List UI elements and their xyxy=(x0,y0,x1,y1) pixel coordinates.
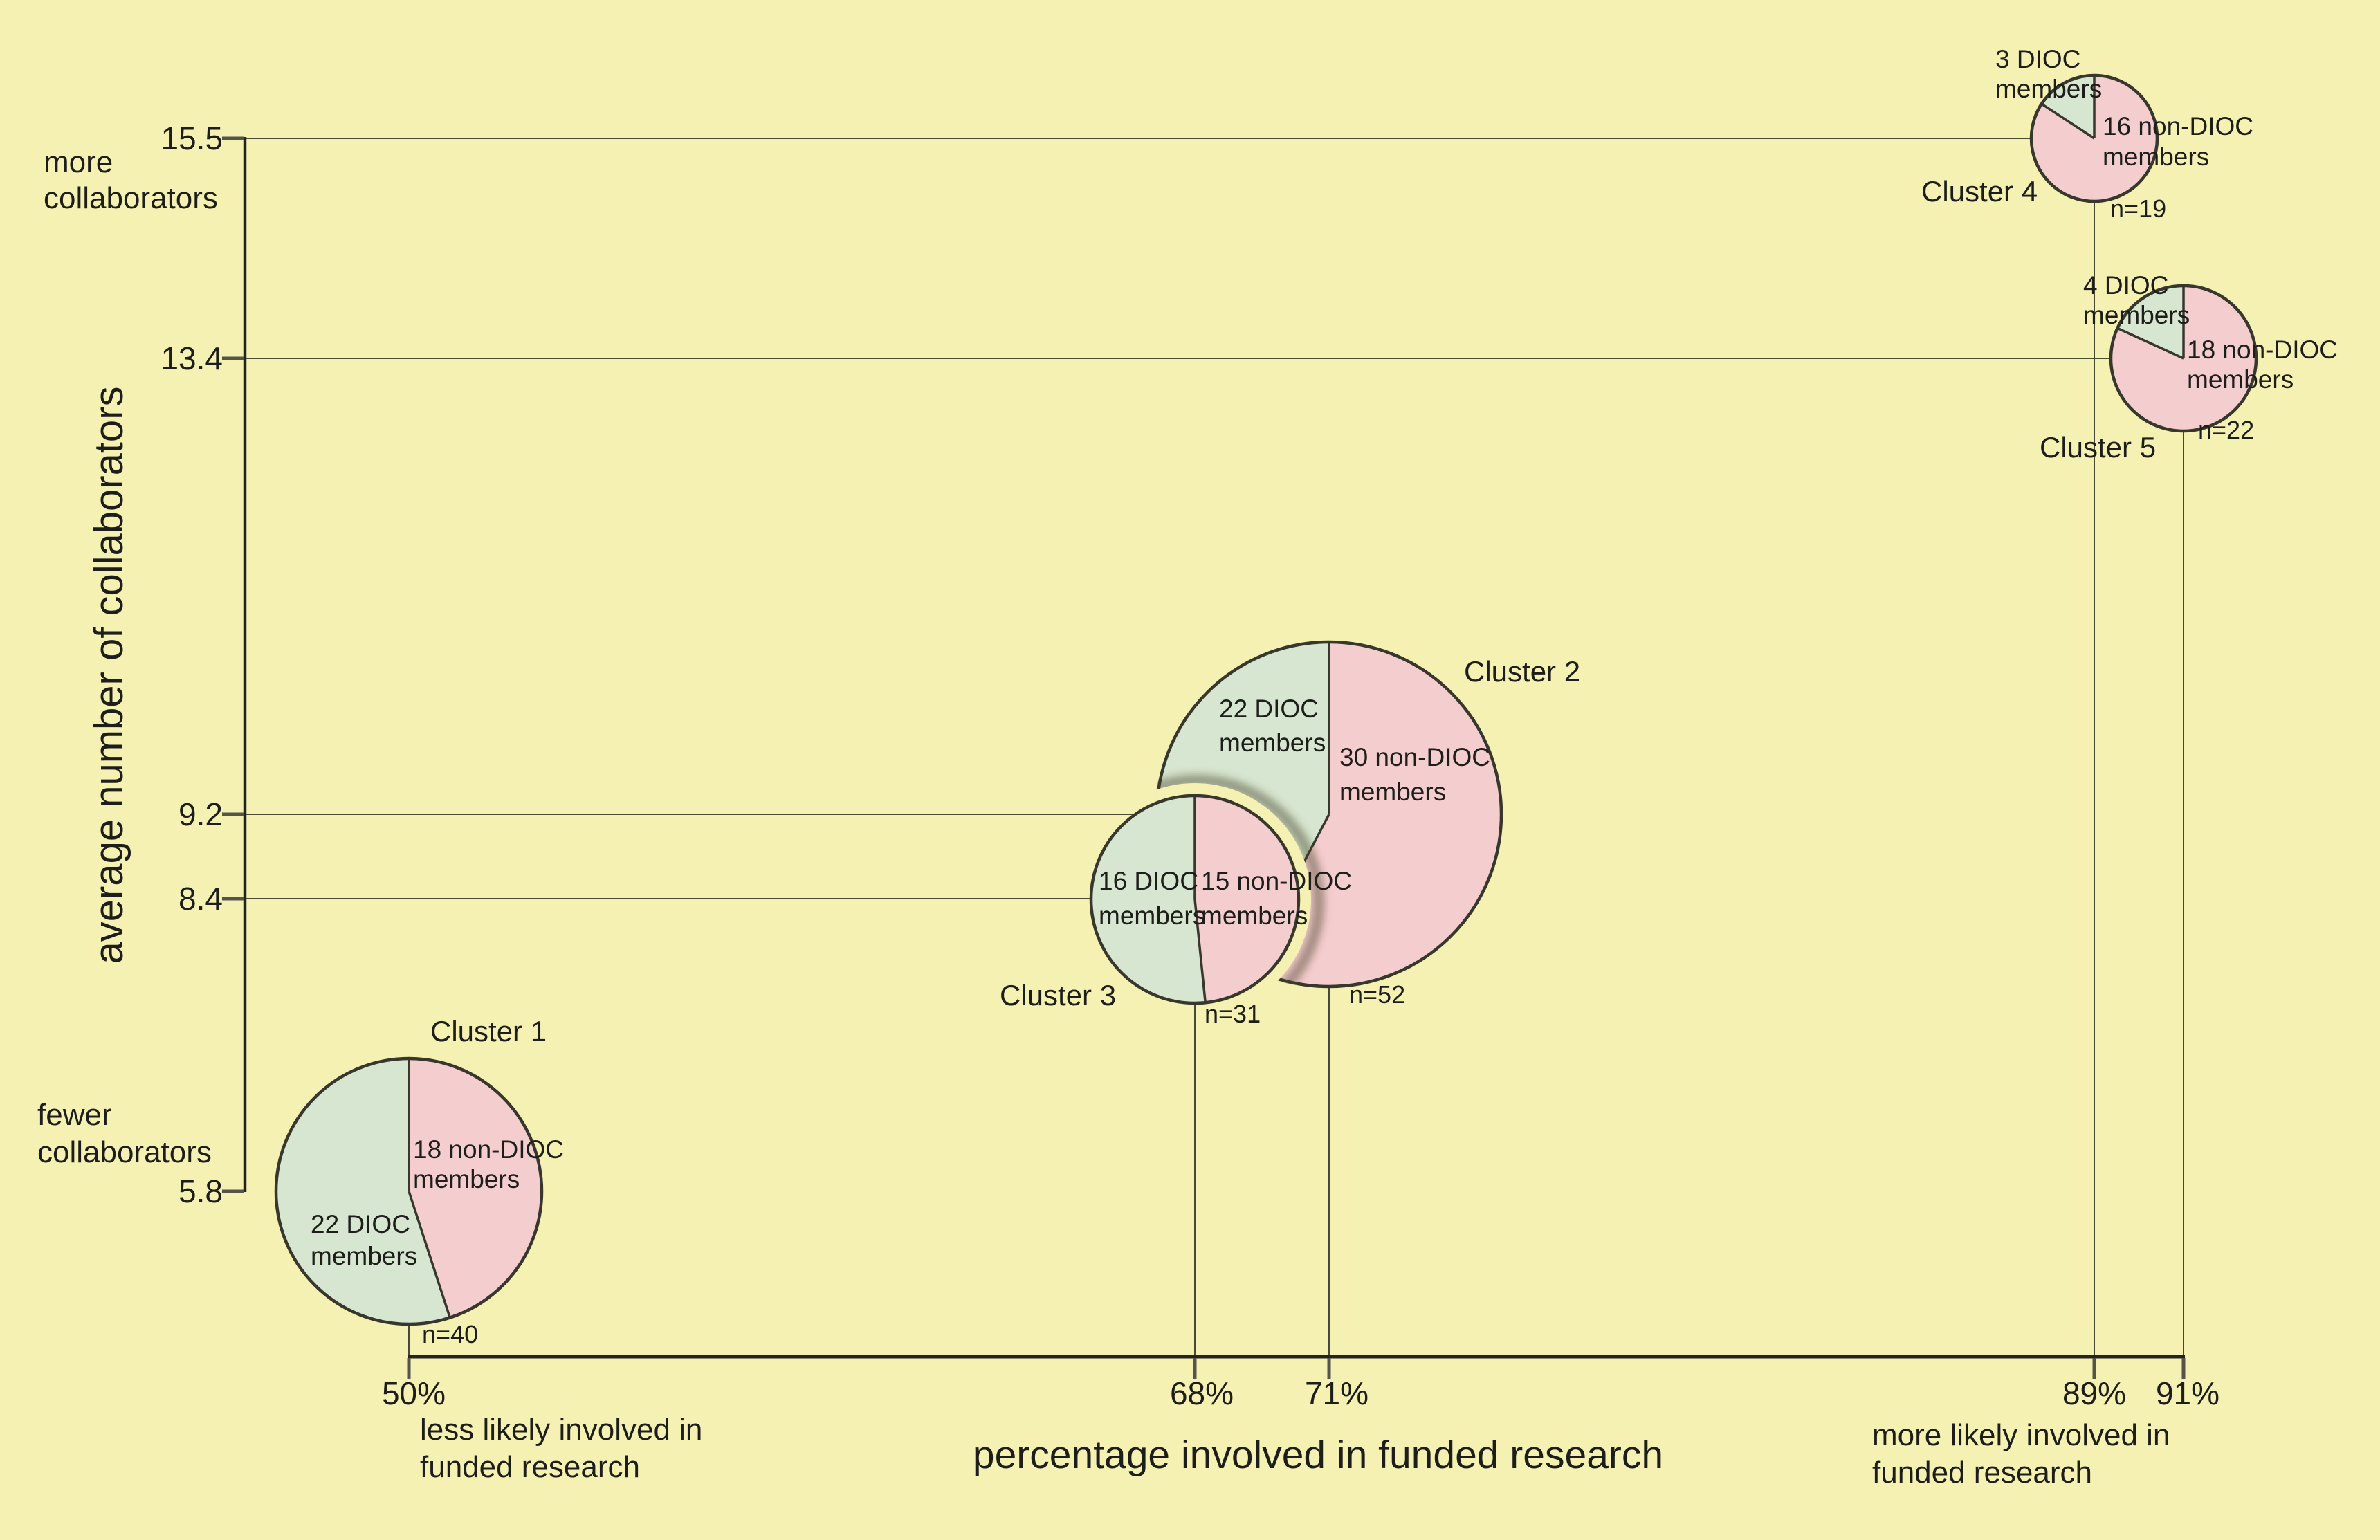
svg-text:collaborators: collaborators xyxy=(37,1135,212,1169)
svg-text:4 DIOC: 4 DIOC xyxy=(2083,271,2168,300)
svg-text:Cluster 3: Cluster 3 xyxy=(1000,979,1116,1011)
svg-text:22 DIOC: 22 DIOC xyxy=(311,1210,410,1238)
svg-text:funded research: funded research xyxy=(1872,1456,2092,1489)
svg-text:15.5: 15.5 xyxy=(161,120,223,156)
svg-text:Cluster 4: Cluster 4 xyxy=(1921,175,2038,208)
svg-text:funded research: funded research xyxy=(420,1450,640,1484)
svg-text:71%: 71% xyxy=(1305,1375,1368,1411)
svg-text:50%: 50% xyxy=(382,1375,446,1411)
svg-text:fewer: fewer xyxy=(37,1098,112,1132)
svg-text:9.2: 9.2 xyxy=(178,796,223,832)
svg-text:members: members xyxy=(1201,901,1308,930)
svg-text:members: members xyxy=(1339,778,1446,806)
svg-text:15 non-DIOC: 15 non-DIOC xyxy=(1201,867,1352,895)
svg-text:more likely involved in: more likely involved in xyxy=(1872,1418,2170,1452)
svg-text:Cluster 2: Cluster 2 xyxy=(1464,655,1580,688)
svg-text:members: members xyxy=(1219,728,1326,757)
svg-text:n=22: n=22 xyxy=(2198,416,2254,444)
svg-text:91%: 91% xyxy=(2156,1375,2219,1411)
svg-text:members: members xyxy=(1995,75,2102,103)
svg-text:18 non-DIOC: 18 non-DIOC xyxy=(413,1135,564,1164)
svg-text:16 DIOC: 16 DIOC xyxy=(1099,867,1198,895)
svg-text:members: members xyxy=(2187,365,2294,394)
svg-text:16 non-DIOC: 16 non-DIOC xyxy=(2103,112,2253,140)
svg-text:members: members xyxy=(413,1165,520,1193)
svg-text:members: members xyxy=(311,1242,417,1270)
svg-text:Cluster 1: Cluster 1 xyxy=(430,1015,547,1047)
svg-text:n=52: n=52 xyxy=(1349,980,1405,1009)
svg-text:average number of collaborator: average number of collaborators xyxy=(86,386,131,964)
svg-text:8.4: 8.4 xyxy=(178,881,223,917)
svg-text:members: members xyxy=(1099,901,1205,930)
svg-text:n=19: n=19 xyxy=(2110,194,2166,223)
svg-text:n=40: n=40 xyxy=(422,1320,478,1348)
svg-text:68%: 68% xyxy=(1170,1375,1234,1411)
svg-text:members: members xyxy=(2103,143,2209,171)
svg-text:5.8: 5.8 xyxy=(178,1173,223,1209)
svg-text:13.4: 13.4 xyxy=(161,340,223,376)
svg-text:percentage involved in funded: percentage involved in funded research xyxy=(973,1433,1663,1477)
svg-text:3 DIOC: 3 DIOC xyxy=(1995,45,2080,73)
svg-text:89%: 89% xyxy=(2062,1375,2126,1411)
svg-text:more: more xyxy=(44,145,113,179)
svg-text:22 DIOC: 22 DIOC xyxy=(1219,695,1319,723)
svg-text:less likely involved in: less likely involved in xyxy=(420,1413,702,1447)
svg-text:members: members xyxy=(2083,301,2190,329)
svg-text:collaborators: collaborators xyxy=(44,181,218,215)
svg-text:18 non-DIOC: 18 non-DIOC xyxy=(2187,336,2338,364)
svg-text:Cluster 5: Cluster 5 xyxy=(2040,431,2156,464)
svg-text:n=31: n=31 xyxy=(1205,1000,1261,1028)
svg-text:30 non-DIOC: 30 non-DIOC xyxy=(1339,743,1490,771)
